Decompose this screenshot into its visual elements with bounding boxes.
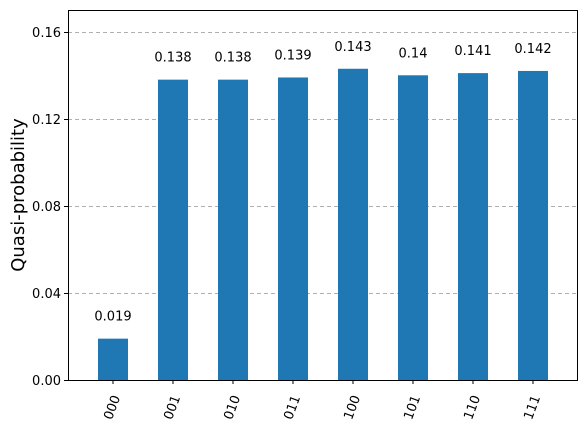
x-tick-label: 010 <box>221 393 244 421</box>
bar-000 <box>98 338 128 380</box>
y-axis-label: Quasi-probability <box>8 118 29 272</box>
bar-value-label: 0.019 <box>94 310 131 325</box>
grid-lines <box>68 32 578 294</box>
bar-001 <box>158 79 188 380</box>
bar-value-label: 0.139 <box>274 48 311 63</box>
bar-111 <box>518 70 548 381</box>
plot-frame <box>68 10 578 381</box>
x-tick-label: 001 <box>161 393 184 421</box>
y-tick-label: 0.04 <box>32 287 61 302</box>
bar-value-label: 0.14 <box>399 46 428 61</box>
bar-value-label: 0.141 <box>454 44 491 59</box>
x-tick-label: 111 <box>521 393 544 421</box>
y-tick-label: 0.08 <box>32 200 61 215</box>
bar-110 <box>458 73 488 380</box>
bar-value-label: 0.138 <box>154 51 191 66</box>
x-tick-label: 110 <box>461 393 484 421</box>
y-tick-label: 0.12 <box>32 113 61 128</box>
y-axis-ticks: 0.00 0.04 0.08 0.12 0.16 <box>32 26 68 389</box>
bar-010 <box>218 79 248 380</box>
bar-value-labels: 0.019 0.138 0.138 0.139 0.143 0.14 0.141 0.142 <box>94 40 551 325</box>
x-tick-label: 000 <box>101 393 124 421</box>
bar-value-label: 0.138 <box>214 51 251 66</box>
bar-100 <box>338 68 368 380</box>
y-tick-label: 0.00 <box>32 374 61 389</box>
bars <box>98 68 548 381</box>
y-tick-label: 0.16 <box>32 26 61 41</box>
bar-value-label: 0.142 <box>514 42 551 57</box>
bar-011 <box>278 77 308 381</box>
x-tick-label: 101 <box>401 393 424 421</box>
x-axis-ticks: 000 001 010 011 100 101 110 111 <box>101 380 544 422</box>
x-tick-label: 100 <box>341 393 364 421</box>
bar-101 <box>398 75 428 380</box>
x-tick-label: 011 <box>281 393 304 421</box>
bar-value-label: 0.143 <box>334 40 371 55</box>
